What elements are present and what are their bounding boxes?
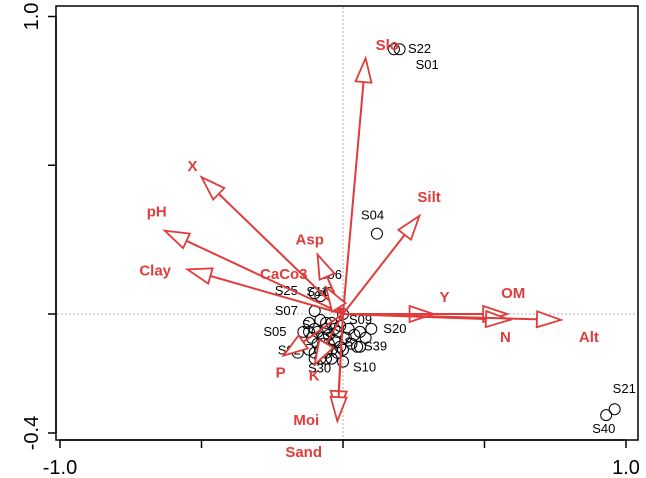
vector-label-asp: Asp	[296, 232, 324, 249]
vector-label-om: OM	[501, 285, 525, 302]
vector-label-clay: Clay	[139, 262, 171, 279]
site-point-s04	[370, 227, 383, 240]
vector-label-y: Y	[440, 289, 450, 306]
cluster-label: S	[344, 335, 353, 350]
site-label-s04: S04	[361, 208, 384, 223]
vector-alt	[342, 310, 564, 329]
site-point	[337, 343, 349, 356]
vector-label-x: X	[188, 158, 198, 175]
variable-vectors: Slo XpH Clay Asp CaCo3 Silt Y OM N Alt Moi Sand P K	[139, 37, 599, 461]
vector-ph	[162, 229, 344, 315]
vector-p	[281, 313, 344, 358]
site-label-s01: S01	[416, 57, 439, 72]
site-point	[314, 313, 327, 326]
vector-slo	[342, 55, 373, 315]
vector-label-p: P	[276, 365, 286, 382]
site-label-s10: S10	[353, 360, 376, 375]
x-tick-label: -1.0	[43, 457, 77, 478]
vector-label-caco3: CaCo3	[260, 266, 308, 283]
vector-label-ph: pH	[147, 204, 167, 221]
vector-k	[313, 313, 344, 368]
site-point-s20	[365, 322, 378, 335]
site-label-s39: S39	[364, 339, 387, 354]
site-label-s07: S07	[275, 303, 298, 318]
vector-silt	[342, 213, 422, 315]
vector-label-alt: Alt	[579, 329, 599, 346]
site-point-s39	[353, 340, 366, 353]
site-point-s21	[608, 403, 621, 416]
y-tick-label: 1.0	[21, 3, 43, 31]
vector-label-silt: Silt	[417, 189, 440, 206]
cluster-label: S	[325, 329, 334, 344]
vector-label-slo: Slo	[376, 37, 399, 54]
y-axis: -0.4 1.0	[21, 3, 57, 450]
site-point	[348, 328, 361, 341]
vector-label-n: N	[500, 329, 511, 346]
vector-label-k: K	[309, 368, 320, 385]
site-label-s20: S20	[383, 321, 406, 336]
vector-label-moi: Moi	[293, 412, 319, 429]
cluster-label: S	[302, 317, 311, 332]
site-point	[345, 337, 358, 350]
x-axis: -1.0 1.0	[43, 439, 640, 478]
site-point-s01	[393, 43, 406, 56]
site-point-s22	[387, 43, 400, 56]
x-tick-label: 1.0	[612, 457, 640, 478]
plot-frame	[55, 5, 639, 441]
site-label-s06: S06	[319, 267, 342, 282]
site-point-s40	[600, 409, 613, 422]
site-point-s10	[337, 355, 349, 368]
vector-label-sand: Sand	[285, 444, 322, 461]
site-label-s05: S05	[263, 324, 286, 339]
vector-caco3	[324, 284, 348, 315]
site-point	[351, 340, 364, 353]
y-tick-label: -0.4	[21, 416, 43, 450]
site-label-s40: S40	[592, 421, 615, 436]
site-label-s22: S22	[408, 41, 431, 56]
site-label-s25: S25	[275, 283, 298, 298]
site-point	[311, 325, 324, 338]
vector-x	[199, 175, 344, 315]
site-label-s21: S21	[613, 381, 636, 396]
site-point	[359, 331, 372, 344]
vector-clay	[184, 267, 344, 315]
vector-sand	[329, 313, 348, 424]
site-point	[328, 322, 341, 335]
